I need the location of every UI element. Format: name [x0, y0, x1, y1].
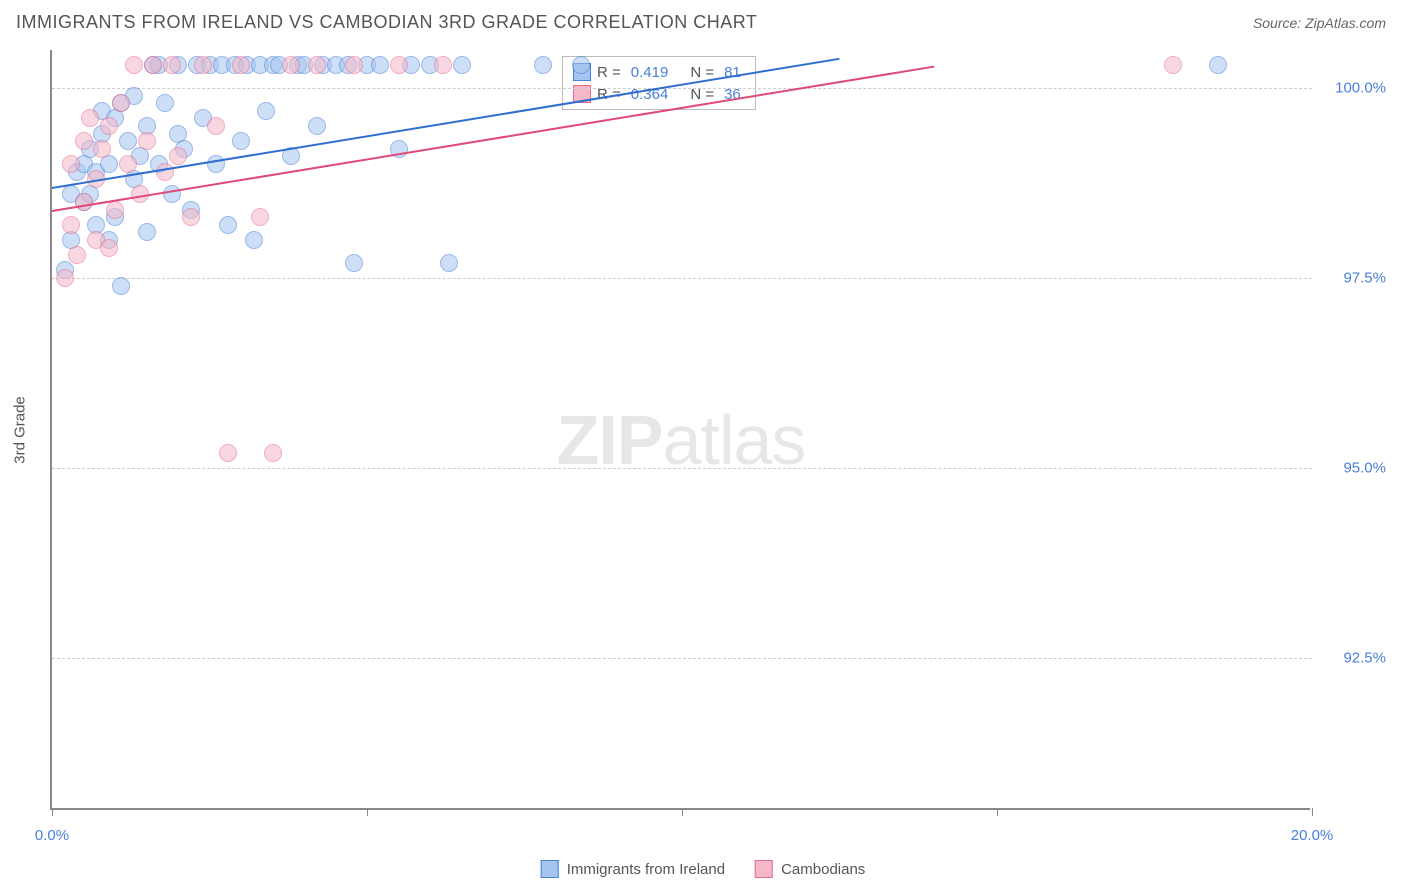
data-point	[282, 56, 300, 74]
data-point	[1209, 56, 1227, 74]
data-point	[264, 444, 282, 462]
legend-r-label: R =	[597, 64, 621, 81]
data-point	[390, 56, 408, 74]
data-point	[156, 94, 174, 112]
data-point	[194, 56, 212, 74]
data-point	[144, 56, 162, 74]
chart-header: IMMIGRANTS FROM IRELAND VS CAMBODIAN 3RD…	[0, 0, 1406, 41]
data-point	[75, 132, 93, 150]
data-point	[245, 231, 263, 249]
data-point	[453, 56, 471, 74]
data-point	[371, 56, 389, 74]
y-tick-label: 92.5%	[1316, 650, 1386, 667]
y-tick-label: 97.5%	[1316, 270, 1386, 287]
data-point	[308, 56, 326, 74]
gridline	[52, 88, 1312, 89]
trend-line	[52, 58, 840, 189]
data-point	[163, 185, 181, 203]
data-point	[112, 277, 130, 295]
legend-r-value: 0.419	[631, 64, 669, 81]
data-point	[207, 155, 225, 173]
correlation-legend: R = 0.419N = 81R = 0.364N = 36	[562, 56, 756, 110]
legend-item: Cambodians	[755, 860, 865, 878]
data-point	[257, 102, 275, 120]
x-tick-label: 20.0%	[1291, 827, 1334, 844]
gridline	[52, 658, 1312, 659]
x-tick-label: 0.0%	[35, 827, 69, 844]
data-point	[93, 140, 111, 158]
legend-swatch	[755, 860, 773, 878]
gridline	[52, 278, 1312, 279]
data-point	[112, 94, 130, 112]
legend-row: R = 0.419N = 81	[573, 61, 745, 83]
series-legend: Immigrants from Ireland Cambodians	[541, 860, 866, 878]
scatter-plot: ZIPatlas R = 0.419N = 81R = 0.364N = 36 …	[50, 50, 1310, 810]
data-point	[434, 56, 452, 74]
x-tick	[367, 808, 368, 816]
data-point	[100, 117, 118, 135]
data-point	[440, 254, 458, 272]
data-point	[232, 56, 250, 74]
data-point	[56, 269, 74, 287]
data-point	[169, 147, 187, 165]
chart-title: IMMIGRANTS FROM IRELAND VS CAMBODIAN 3RD…	[16, 12, 757, 33]
data-point	[251, 208, 269, 226]
data-point	[219, 216, 237, 234]
data-point	[572, 56, 590, 74]
x-tick	[997, 808, 998, 816]
data-point	[207, 117, 225, 135]
data-point	[119, 132, 137, 150]
legend-swatch	[541, 860, 559, 878]
data-point	[182, 208, 200, 226]
data-point	[106, 201, 124, 219]
data-point	[345, 254, 363, 272]
y-tick-label: 100.0%	[1316, 80, 1386, 97]
data-point	[62, 216, 80, 234]
data-point	[68, 246, 86, 264]
y-tick-label: 95.0%	[1316, 460, 1386, 477]
data-point	[232, 132, 250, 150]
data-point	[345, 56, 363, 74]
legend-item: Immigrants from Ireland	[541, 860, 725, 878]
data-point	[138, 132, 156, 150]
x-tick	[1312, 808, 1313, 816]
x-tick	[682, 808, 683, 816]
x-tick	[52, 808, 53, 816]
data-point	[138, 223, 156, 241]
chart-area: 3rd Grade ZIPatlas R = 0.419N = 81R = 0.…	[50, 50, 1390, 810]
data-point	[100, 239, 118, 257]
data-point	[119, 155, 137, 173]
data-point	[308, 117, 326, 135]
data-point	[62, 155, 80, 173]
data-point	[1164, 56, 1182, 74]
data-point	[163, 56, 181, 74]
legend-label: Immigrants from Ireland	[567, 861, 725, 878]
y-axis-title: 3rd Grade	[12, 396, 29, 464]
data-point	[125, 56, 143, 74]
data-point	[81, 109, 99, 127]
legend-label: Cambodians	[781, 861, 865, 878]
data-point	[75, 193, 93, 211]
source-label: Source: ZipAtlas.com	[1253, 15, 1386, 31]
data-point	[219, 444, 237, 462]
data-point	[534, 56, 552, 74]
data-point	[156, 163, 174, 181]
gridline	[52, 468, 1312, 469]
